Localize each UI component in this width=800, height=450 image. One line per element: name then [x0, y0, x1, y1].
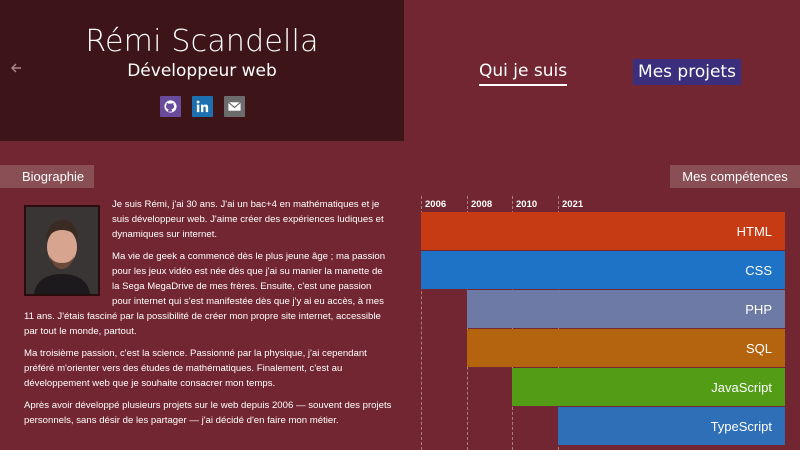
arrow-left-icon[interactable]: [10, 62, 24, 76]
profile-subtitle: Développeur web: [127, 61, 277, 81]
header: Rémi Scandella Développeur web: [0, 0, 404, 141]
nav-projects-button[interactable]: Mes projets: [633, 59, 741, 85]
github-icon: [164, 100, 177, 113]
github-link[interactable]: [160, 96, 181, 117]
mail-icon: [228, 101, 241, 111]
bio-paragraph: Ma vie de geek a commencé dès le plus je…: [24, 251, 386, 337]
timeline-tick-label: 2008: [471, 199, 493, 210]
bio-paragraph: Je suis Rémi, j'ai 30 ans. J'ai un bac+4…: [112, 199, 384, 240]
linkedin-link[interactable]: [192, 96, 213, 117]
timeline-tick-label: 2021: [562, 199, 584, 210]
skill-bar-sql: SQL: [467, 329, 785, 367]
social-links: [160, 96, 245, 117]
skills-section-label: Mes compétences: [670, 165, 800, 188]
timeline-tick-label: 2006: [425, 199, 447, 210]
avatar: [24, 205, 100, 296]
skill-bar-typescript: TypeScript: [558, 407, 785, 445]
biography-text: Je suis Rémi, j'ai 30 ans. J'ai un bac+4…: [24, 197, 392, 435]
skill-bar-php: PHP: [467, 290, 785, 328]
mail-link[interactable]: [224, 96, 245, 117]
skills-timeline-chart: 2006 2008 2010 2021 HTML CSS PHP SQL JavaScript T…: [421, 196, 785, 450]
bio-section-label: Biographie: [0, 165, 94, 188]
skill-bar-javascript: JavaScript: [512, 368, 785, 406]
bio-paragraph: Après avoir développé plusieurs projets …: [24, 400, 392, 426]
skill-bar-css: CSS: [421, 251, 785, 289]
skill-bar-html: HTML: [421, 212, 785, 250]
timeline-tick-label: 2010: [516, 199, 538, 210]
bio-paragraph: Ma troisième passion, c'est la science. …: [24, 348, 367, 389]
linkedin-icon: [196, 100, 209, 113]
nav-about-link[interactable]: Qui je suis: [479, 61, 568, 86]
timeline-tick-line: [421, 196, 422, 450]
profile-name: Rémi Scandella: [85, 24, 319, 59]
